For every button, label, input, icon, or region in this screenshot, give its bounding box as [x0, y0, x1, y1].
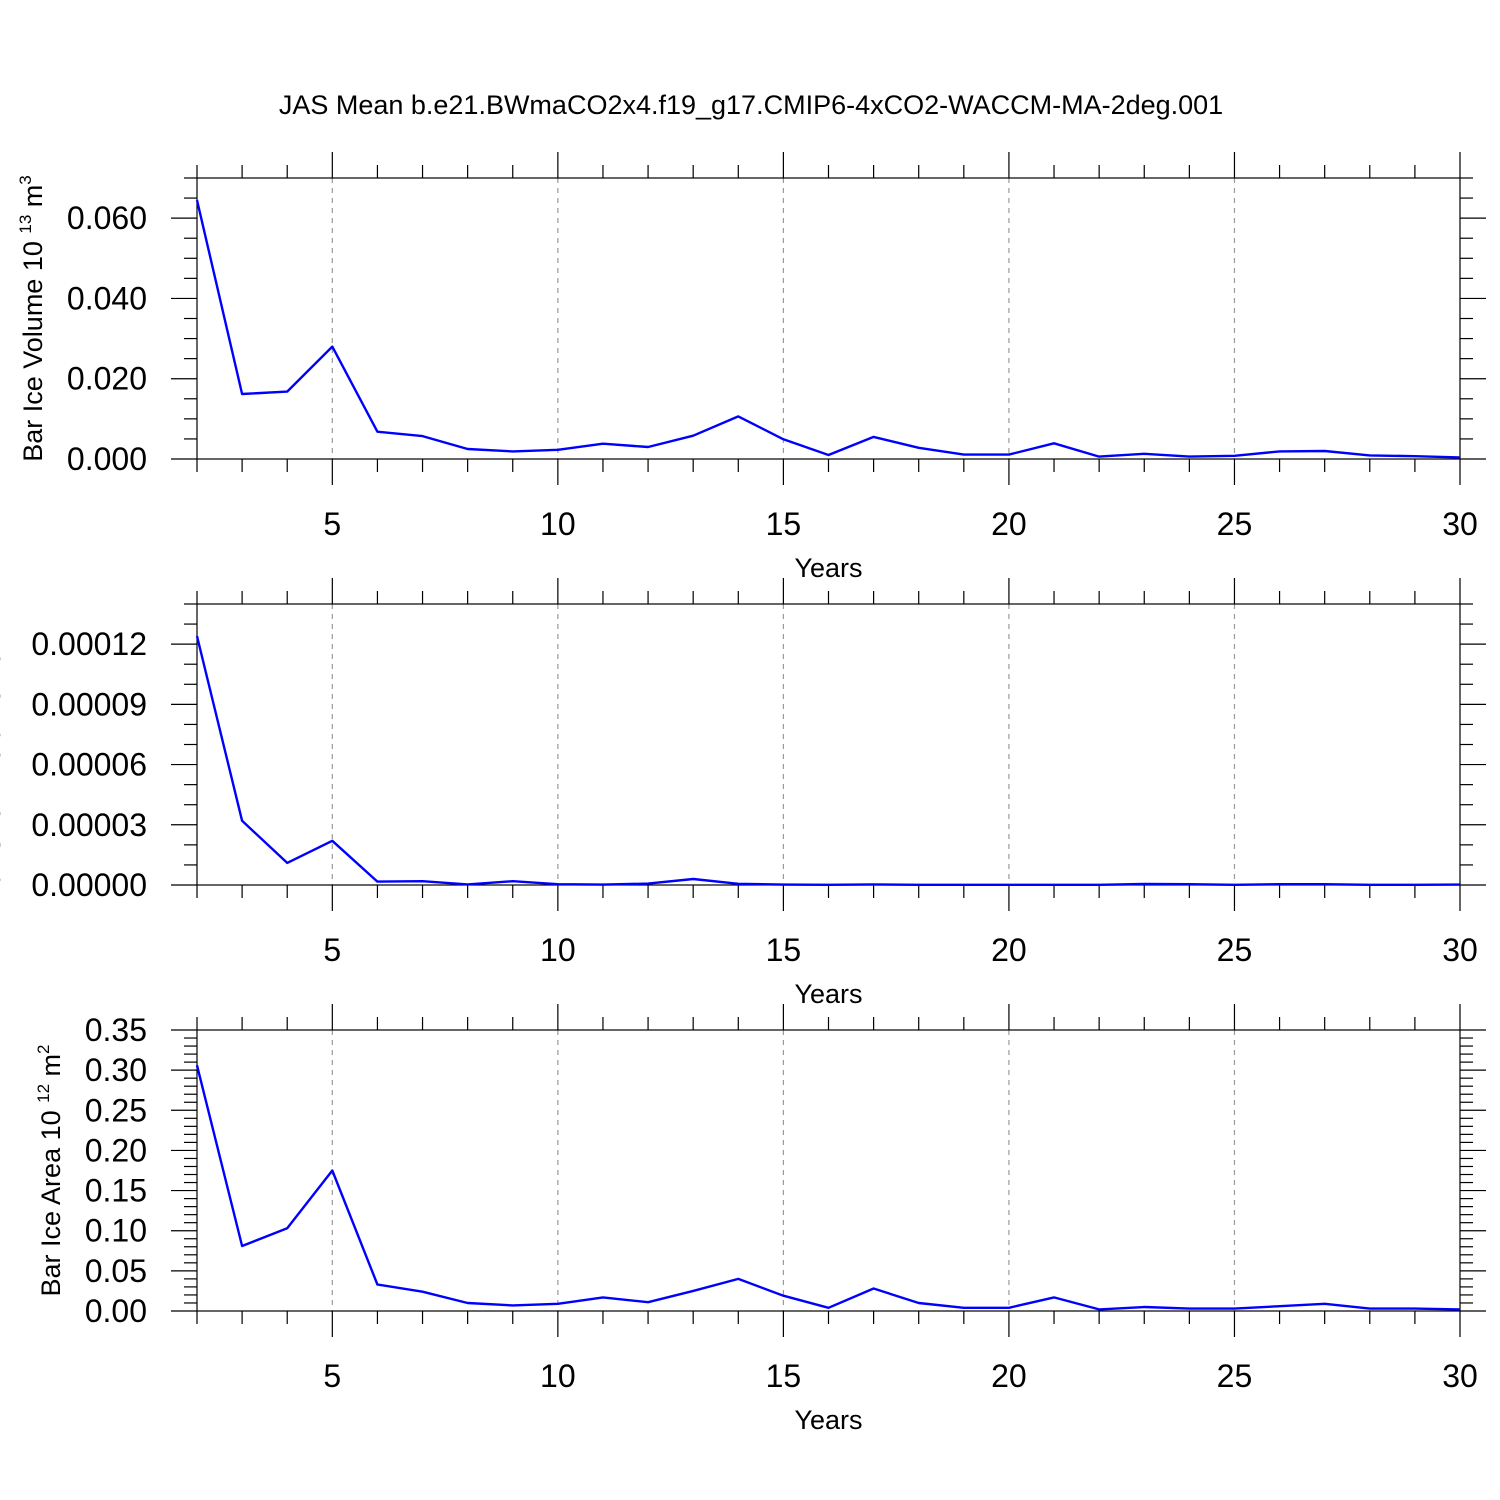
series-line: [195, 635, 1461, 886]
y-tick-label: 0.00003: [31, 807, 147, 843]
x-tick-label: 15: [766, 506, 802, 542]
x-tick-label: 25: [1217, 932, 1253, 968]
x-tick-label: 30: [1442, 1358, 1478, 1394]
y-tick-label: 0.000: [67, 441, 147, 477]
x-axis-label: Years: [794, 1405, 862, 1435]
y-tick-label: 0.020: [67, 361, 147, 397]
y-tick-label: 0.10: [85, 1213, 147, 1249]
x-tick-label: 25: [1217, 506, 1253, 542]
y-tick-label: 0.05: [85, 1253, 147, 1289]
y-tick-label: 0.00006: [31, 747, 147, 783]
y-tick-label: 0.35: [85, 1012, 147, 1048]
y-tick-label: 0.00: [85, 1293, 147, 1329]
y-axis-label: Bar Snow Volume 10 13 m3: [0, 585, 6, 903]
y-tick-label: 0.15: [85, 1173, 147, 1209]
x-tick-label: 10: [540, 932, 576, 968]
panel-1: 5 10 15 20 25 30 0.000 0.020 0.040 0.060 Years Bar …: [16, 152, 1486, 583]
y-tick-label: 0.30: [85, 1052, 147, 1088]
y-tick-label: 0.20: [85, 1132, 147, 1168]
x-tick-label: 10: [540, 1358, 576, 1394]
x-tick-label: 20: [991, 1358, 1027, 1394]
panel-3: 5 10 15 20 25 30 0.00 0.05 0.10 0.15 0.20 0.25 0.30 0…: [34, 1004, 1486, 1435]
x-tick-label: 30: [1442, 932, 1478, 968]
chart-panels: 5 10 15 20 25 30 0.000 0.020 0.040 0.060 Years Bar …: [0, 152, 1486, 1435]
y-tick-label: 0.060: [67, 200, 147, 236]
plot-frame: [196, 177, 1461, 460]
x-axis-label: Years: [794, 553, 862, 583]
x-tick-label: 15: [766, 1358, 802, 1394]
x-tick-label: 5: [323, 1358, 341, 1394]
plot-frame: [196, 1029, 1461, 1312]
x-tick-label: 30: [1442, 506, 1478, 542]
y-tick-label: 0.00012: [31, 626, 147, 662]
x-tick-label: 20: [991, 932, 1027, 968]
panel-2: 5 10 15 20 25 30 0.00000 0.00003 0.00006 0.00009 0…: [0, 578, 1486, 1009]
x-tick-label: 15: [766, 932, 802, 968]
series-line: [195, 1065, 1461, 1311]
y-tick-label: 0.00000: [31, 867, 147, 903]
y-tick-label: 0.25: [85, 1092, 147, 1128]
x-tick-label: 5: [323, 932, 341, 968]
plot-frame: [196, 603, 1461, 886]
y-axis-label: Bar Ice Volume 10 13 m3: [16, 175, 48, 462]
chart-title: JAS Mean b.e21.BWmaCO2x4.f19_g17.CMIP6-4…: [279, 90, 1223, 120]
y-axis-label: Bar Ice Area 10 12 m2: [34, 1044, 66, 1296]
series-line: [195, 199, 1461, 459]
y-tick-label: 0.040: [67, 280, 147, 316]
y-tick-label: 0.00009: [31, 686, 147, 722]
x-tick-label: 5: [323, 506, 341, 542]
x-axis-label: Years: [794, 979, 862, 1009]
x-tick-label: 20: [991, 506, 1027, 542]
x-tick-label: 10: [540, 506, 576, 542]
x-tick-label: 25: [1217, 1358, 1253, 1394]
